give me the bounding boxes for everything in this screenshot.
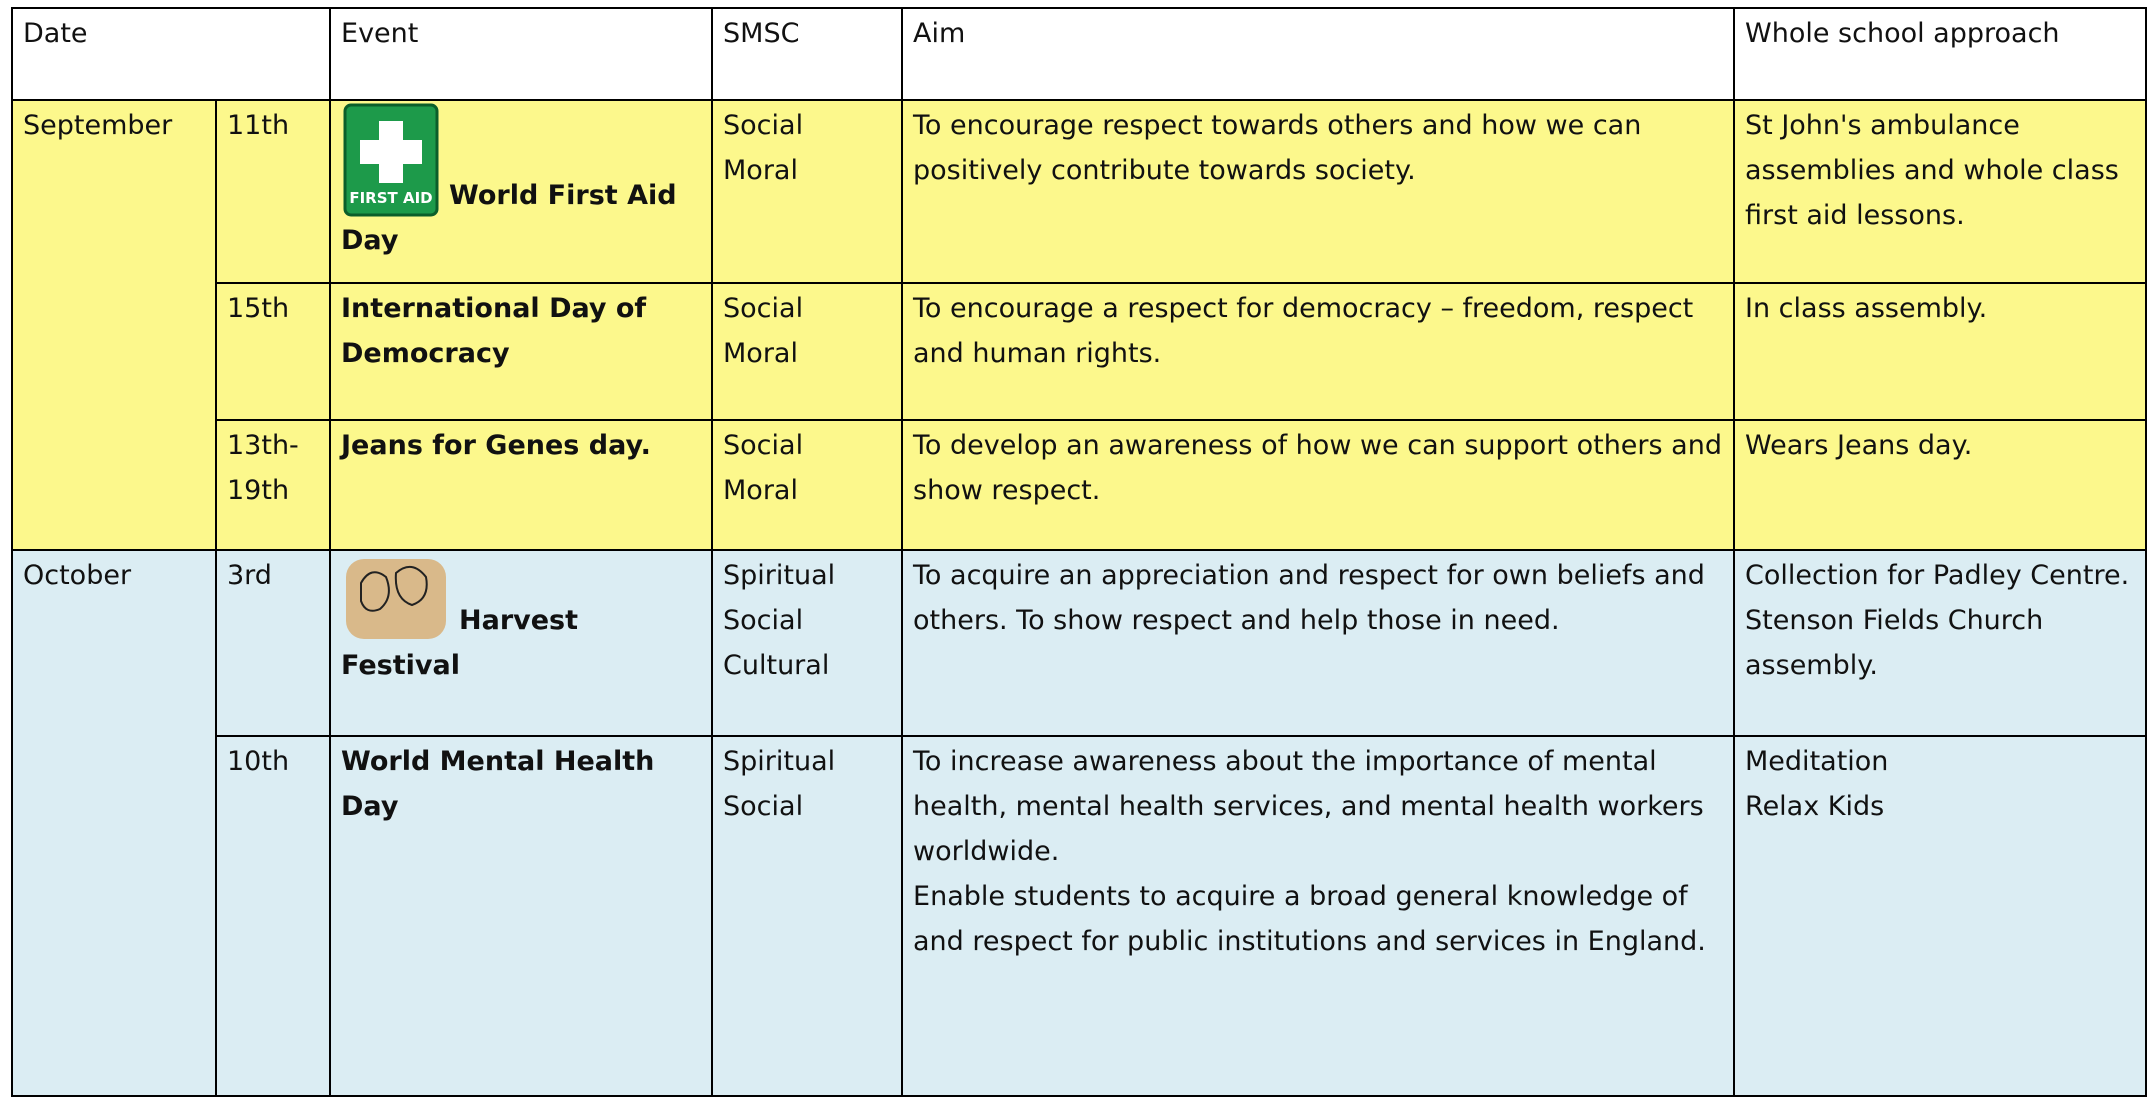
approach-cell: Collection for Padley Centre. Stenson Fie… <box>1733 549 2147 737</box>
aim-cell: To encourage respect towards others and … <box>901 99 1736 284</box>
date-cell: 11th <box>214 99 332 284</box>
smsc-value: Social <box>723 430 804 461</box>
aim-text: To encourage respect towards others and … <box>913 110 1642 186</box>
header-cell: Aim <box>901 7 1736 101</box>
smsc-cell: Spiritual Social <box>711 735 904 1097</box>
approach-cell: St John's ambulance assemblies and whole… <box>1733 99 2147 284</box>
event-row: 13th-19th Jeans for Genes day. Social Moral… <box>12 419 2147 551</box>
first-aid-icon: FIRST AID <box>343 103 439 217</box>
smsc-value: Spiritual <box>723 746 836 777</box>
event-name: Harvest Festival <box>341 605 579 681</box>
event-cell: Harvest Festival <box>329 549 714 737</box>
aim-cell: To develop an awareness of how we can su… <box>901 419 1736 551</box>
header-row: Date Event SMSC Aim Whole school approach <box>10 7 2147 101</box>
aim-text: To increase awareness about the importan… <box>913 746 1704 867</box>
table-body: Date Event SMSC Aim Whole school approach Sep… <box>10 7 2147 1097</box>
header-cell: Date <box>10 7 332 101</box>
smsc-value: Social <box>723 605 804 636</box>
event-name: International Day of Democracy <box>341 293 647 369</box>
month-cell: September <box>11 99 217 551</box>
approach-text: Wears Jeans day. <box>1745 430 1973 461</box>
approach-text: Stenson Fields Church assembly. <box>1745 605 2044 681</box>
aim-text: To develop an awareness of how we can su… <box>913 430 1722 506</box>
approach-text: In class assembly. <box>1745 293 1988 324</box>
smsc-cell: Social Moral <box>711 99 904 284</box>
event-name: Jeans for Genes day. <box>341 430 651 461</box>
month-cell: October <box>11 549 217 1097</box>
aim-cell: To increase awareness about the importan… <box>901 735 1736 1097</box>
smsc-value: Moral <box>723 155 798 186</box>
event-cell: FIRST AID World First Aid Day <box>329 99 714 284</box>
event-row: October 3rd Harvest Festival Spiritual Socia… <box>11 549 2147 1097</box>
smsc-value: Moral <box>723 475 798 506</box>
date-cell: 13th-19th <box>214 419 332 551</box>
date-cell: 10th <box>214 735 332 1097</box>
event-name: World Mental Health Day <box>341 746 655 822</box>
date-cell: 15th <box>214 282 332 421</box>
smsc-cell: Social Moral <box>711 282 904 421</box>
event-cell: World Mental Health Day <box>329 735 714 1097</box>
approach-cell: In class assembly. <box>1733 282 2147 421</box>
approach-text: Meditation <box>1745 746 1889 777</box>
event-row: 10th World Mental Health Day Spiritual Soci… <box>12 735 2147 1097</box>
smsc-cell: Social Moral <box>711 419 904 551</box>
approach-text: Collection for Padley Centre. <box>1745 560 2130 591</box>
smsc-value: Social <box>723 791 804 822</box>
smsc-value: Social <box>723 110 804 141</box>
event-cell: International Day of Democracy <box>329 282 714 421</box>
aim-cell: To encourage a respect for democracy – f… <box>901 282 1736 421</box>
event-row: 15th International Day of Democracy Social… <box>12 282 2147 421</box>
smsc-value: Moral <box>723 338 798 369</box>
event-name: World First Aid Day <box>341 180 677 256</box>
event-row: September 11th FIRST AID World First Aid Da… <box>11 99 2147 551</box>
event-cell: Jeans for Genes day. <box>329 419 714 551</box>
date-cell: 3rd <box>214 549 332 737</box>
approach-text: St John's ambulance assemblies and whole… <box>1745 110 2119 231</box>
header-cell: SMSC <box>711 7 904 101</box>
smsc-value: Spiritual <box>723 560 836 591</box>
leaf-icon <box>346 559 447 639</box>
header-cell: Event <box>329 7 714 101</box>
approach-text: Relax Kids <box>1745 791 1885 822</box>
smsc-cell: Spiritual Social Cultural <box>711 549 904 737</box>
header-cell: Whole school approach <box>1733 7 2147 101</box>
aim-cell: To acquire an appreciation and respect f… <box>901 549 1736 737</box>
aim-text: To acquire an appreciation and respect f… <box>913 560 1705 636</box>
aim-text: To encourage a respect for democracy – f… <box>913 293 1694 369</box>
approach-cell: Wears Jeans day. <box>1733 419 2147 551</box>
approach-cell: Meditation Relax Kids <box>1733 735 2147 1097</box>
aim-text: Enable students to acquire a broad gener… <box>913 881 1706 957</box>
smsc-value: Social <box>723 293 804 324</box>
events-table: Date Event SMSC Aim Whole school approach Sep… <box>10 7 2147 1097</box>
icon-label: FIRST AID <box>349 189 432 207</box>
smsc-value: Cultural <box>723 650 830 681</box>
